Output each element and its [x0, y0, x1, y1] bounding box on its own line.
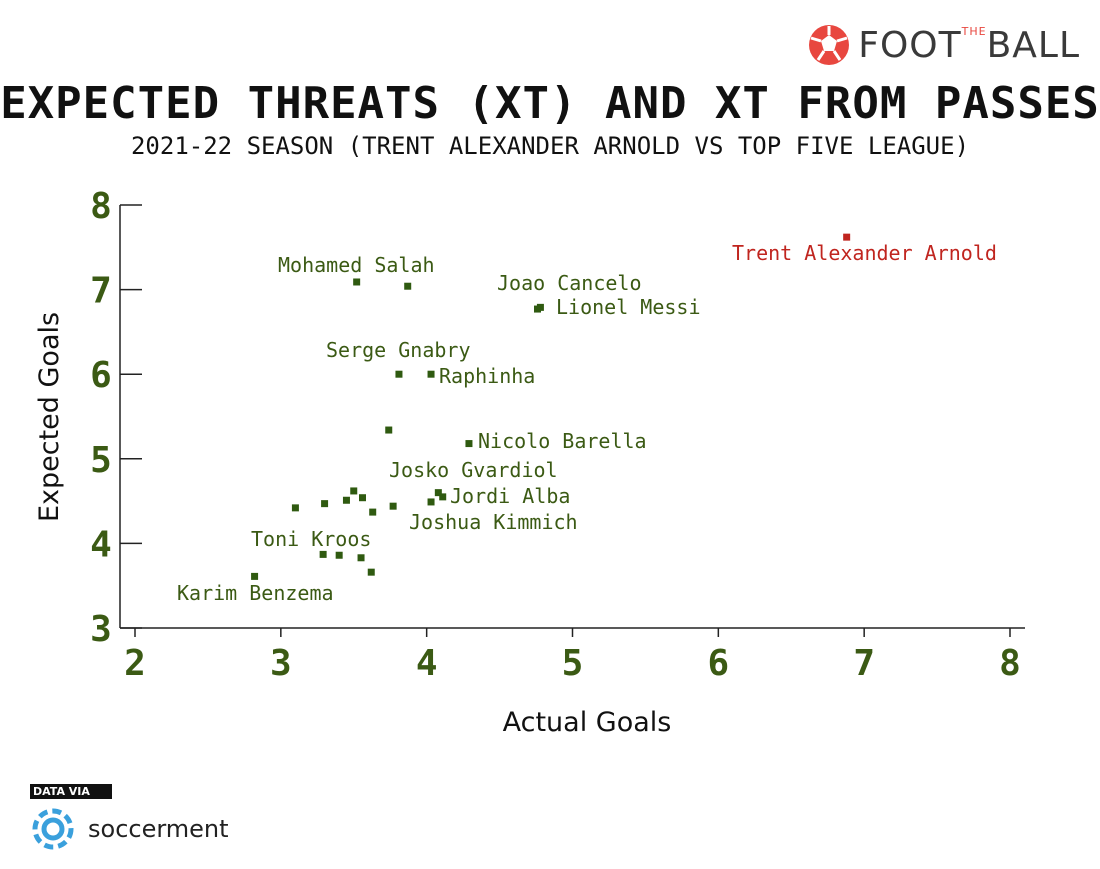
- point-labels: Trent Alexander Arnold Mohamed Salah Lione…: [177, 241, 997, 605]
- football-icon: [809, 25, 850, 65]
- brand-logo: FOOTTHEBALL: [806, 22, 1080, 68]
- chart-title: EXPECTED THREATS (XT) AND XT FROM PASSES: [0, 78, 1100, 129]
- data-point: [404, 282, 412, 290]
- point-label: Raphinha: [439, 364, 535, 388]
- point-label: Trent Alexander Arnold: [732, 241, 997, 265]
- data-point: [251, 572, 259, 580]
- brand-wordmark-part2: BALL: [986, 24, 1080, 66]
- y-tick-label: 8: [90, 186, 112, 227]
- source-brand: soccerment: [30, 806, 229, 852]
- data-point: [843, 233, 851, 241]
- data-point: [321, 500, 329, 508]
- data-point: [465, 440, 473, 448]
- data-via-badge: DATA VIA: [30, 784, 112, 799]
- point-label: Joshua Kimmich: [409, 510, 578, 534]
- data-point: [427, 370, 435, 378]
- x-tick-label: 3: [270, 643, 292, 684]
- data-point: [291, 504, 299, 512]
- data-point: [335, 551, 343, 559]
- data-point: [319, 550, 327, 558]
- x-tick-label: 4: [416, 643, 438, 684]
- data-point: [434, 489, 442, 497]
- data-point: [350, 487, 358, 495]
- data-point: [357, 554, 365, 562]
- x-tick-label: 5: [562, 643, 584, 684]
- x-axis-title: Actual Goals: [503, 707, 672, 738]
- y-tick-label: 4: [90, 524, 112, 565]
- point-label: Nicolo Barella: [478, 429, 647, 453]
- chart-axes: [119, 205, 1025, 629]
- data-point: [342, 496, 350, 504]
- data-point: [359, 494, 366, 502]
- data-point: [439, 493, 447, 501]
- point-label: Jordi Alba: [450, 484, 570, 508]
- data-source: DATA VIA soccerment: [30, 780, 229, 850]
- data-point: [427, 498, 435, 506]
- brand-wordmark: FOOTTHEBALL: [858, 25, 1080, 66]
- y-tick-label: 6: [90, 355, 112, 396]
- x-tick-label: 6: [707, 643, 729, 684]
- chart-subtitle: 2021-22 SEASON (TRENT ALEXANDER ARNOLD V…: [130, 132, 970, 160]
- data-point: [534, 305, 541, 313]
- x-tick-label: 7: [853, 643, 875, 684]
- brand-wordmark-small: THE: [961, 24, 987, 38]
- point-label: Josko Gvardiol: [389, 458, 558, 482]
- data-points: [251, 233, 851, 580]
- point-label: Lionel Messi: [556, 295, 701, 319]
- soccerment-logo-icon: [32, 808, 74, 850]
- y-tick-label: 5: [90, 440, 112, 481]
- x-tick-label: 2: [124, 643, 146, 684]
- data-point: [385, 426, 393, 434]
- data-point: [369, 508, 377, 516]
- data-point: [353, 278, 361, 286]
- point-label: Mohamed Salah: [278, 253, 435, 277]
- data-point: [395, 370, 403, 378]
- brand-wordmark-part1: FOOT: [858, 24, 962, 66]
- y-axis-title: Expected Goals: [34, 312, 65, 522]
- y-tick-label: 7: [90, 271, 112, 312]
- x-tick-label: 8: [999, 643, 1021, 684]
- data-point: [367, 568, 375, 576]
- point-label: Serge Gnabry: [326, 338, 471, 362]
- point-label: Joao Cancelo: [497, 271, 642, 295]
- data-point: [389, 502, 397, 510]
- point-label: Toni Kroos: [251, 527, 371, 551]
- y-tick-label: 3: [90, 609, 112, 650]
- source-name: soccerment: [88, 815, 229, 843]
- point-label: Karim Benzema: [177, 581, 334, 605]
